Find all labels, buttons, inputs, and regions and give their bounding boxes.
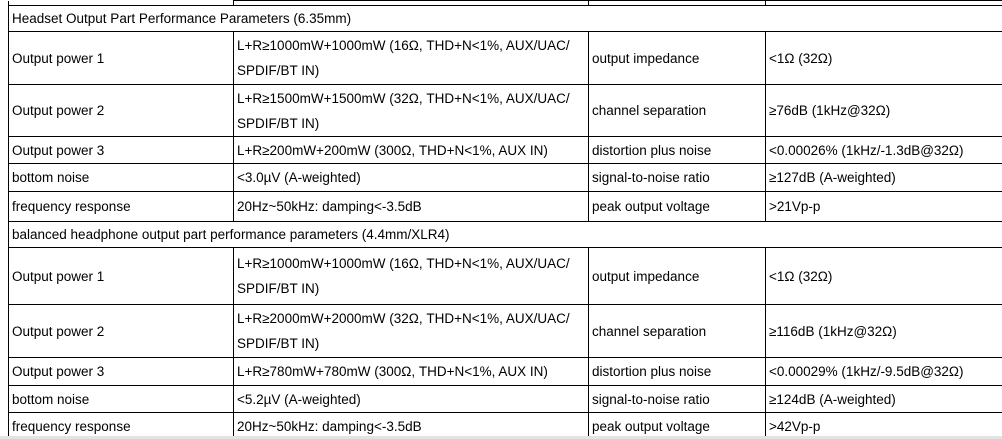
spec-row: Output power 2 L+R≥2000mW+2000mW (32Ω, T… [8,304,1002,358]
value-cell: L+R≥780mW+780mW (300Ω, THD+N<1%, AUX IN) [233,357,589,386]
param-cell: distortion plus noise [588,357,766,386]
clipped-cell [765,0,1002,6]
value-cell: <5.2µV (A-weighted) [233,385,589,413]
section-header: balanced headphone output part performan… [8,221,1002,248]
spec-row: Output power 1 L+R≥1000mW+1000mW (16Ω, T… [8,31,1002,85]
param-cell: bottom noise [8,163,234,192]
value-cell: <1Ω (32Ω) [765,31,1002,85]
spec-row: Output power 2 L+R≥1500mW+1500mW (32Ω, T… [8,84,1002,137]
clipped-top-row [8,0,1002,6]
param-cell: bottom noise [8,385,234,413]
value-cell: 20Hz~50kHz: damping<-3.5dB [233,412,589,439]
value-cell: L+R≥1000mW+1000mW (16Ω, THD+N<1%, AUX/UA… [233,31,589,85]
param-cell: Output power 3 [8,136,234,164]
value-cell: 20Hz~50kHz: damping<-3.5dB [233,191,589,222]
param-cell: distortion plus noise [588,136,766,164]
section-header-row: Headset Output Part Performance Paramete… [8,5,1002,32]
spec-row: Output power 3 L+R≥200mW+200mW (300Ω, TH… [8,136,1002,164]
param-cell: peak output voltage [588,412,766,439]
spec-row: frequency response 20Hz~50kHz: damping<-… [8,412,1002,439]
value-cell: L+R≥1000mW+1000mW (16Ω, THD+N<1%, AUX/UA… [233,247,589,305]
section-header: Headset Output Part Performance Paramete… [8,5,1002,32]
value-cell: ≥76dB (1kHz@32Ω) [765,84,1002,137]
value-cell: ≥127dB (A-weighted) [765,163,1002,192]
param-cell: signal-to-noise ratio [588,385,766,413]
value-cell: L+R≥2000mW+2000mW (32Ω, THD+N<1%, AUX/UA… [233,304,589,358]
spec-row: Output power 3 L+R≥780mW+780mW (300Ω, TH… [8,357,1002,386]
param-cell: output impedance [588,247,766,305]
value-cell: <1Ω (32Ω) [765,247,1002,305]
value-cell: L+R≥200mW+200mW (300Ω, THD+N<1%, AUX IN) [233,136,589,164]
spec-table: Headset Output Part Performance Paramete… [8,0,1002,439]
value-cell: >42Vp-p [765,412,1002,439]
param-cell: signal-to-noise ratio [588,163,766,192]
section-header-row: balanced headphone output part performan… [8,221,1002,248]
param-cell: peak output voltage [588,191,766,222]
param-cell: output impedance [588,31,766,85]
param-cell: Output power 1 [8,31,234,85]
value-cell: >21Vp-p [765,191,1002,222]
param-cell: Output power 3 [8,357,234,386]
spec-row: frequency response 20Hz~50kHz: damping<-… [8,191,1002,222]
value-cell: <0.00029% (1kHz/-9.5dB@32Ω) [765,357,1002,386]
window-bottom-edge [0,436,1002,439]
param-cell: channel separation [588,84,766,137]
value-cell: ≥124dB (A-weighted) [765,385,1002,413]
param-cell: channel separation [588,304,766,358]
value-cell: <3.0µV (A-weighted) [233,163,589,192]
spec-row: Output power 1 L+R≥1000mW+1000mW (16Ω, T… [8,247,1002,305]
param-cell: Output power 2 [8,84,234,137]
param-cell: Output power 1 [8,247,234,305]
spec-row: bottom noise <3.0µV (A-weighted) signal-… [8,163,1002,192]
value-cell: L+R≥1500mW+1500mW (32Ω, THD+N<1%, AUX/UA… [233,84,589,137]
value-cell: <0.00026% (1kHz/-1.3dB@32Ω) [765,136,1002,164]
value-cell: ≥116dB (1kHz@32Ω) [765,304,1002,358]
param-cell: Output power 2 [8,304,234,358]
spec-row: bottom noise <5.2µV (A-weighted) signal-… [8,385,1002,413]
param-cell: frequency response [8,191,234,222]
